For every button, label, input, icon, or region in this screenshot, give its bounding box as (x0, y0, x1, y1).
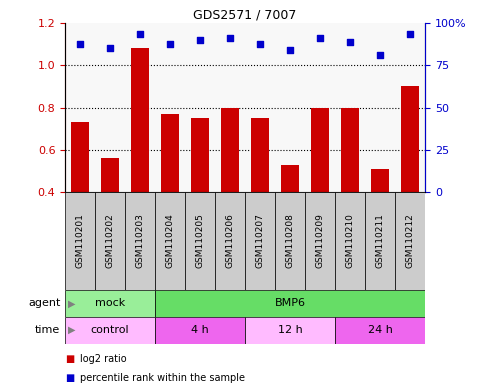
Text: GSM110209: GSM110209 (315, 214, 325, 268)
Bar (335, 192, 365, 290)
Bar (341, 108, 359, 192)
Point (226, 35, 234, 41)
Text: agent: agent (28, 298, 60, 308)
Bar (311, 108, 329, 192)
Bar (245, 192, 275, 290)
Bar (161, 114, 179, 192)
Bar (155, 192, 185, 290)
Text: ▶: ▶ (68, 325, 75, 335)
Bar (251, 118, 269, 192)
Bar (245, 317, 335, 344)
Bar (155, 290, 425, 317)
Text: GSM110210: GSM110210 (345, 214, 355, 268)
Bar (65, 192, 95, 290)
Text: GSM110204: GSM110204 (166, 214, 175, 268)
Point (196, 37, 204, 43)
Text: GSM110201: GSM110201 (76, 214, 85, 268)
Bar (395, 192, 425, 290)
Point (136, 31, 144, 37)
Text: ■: ■ (65, 373, 74, 383)
Point (286, 47, 294, 53)
Text: 24 h: 24 h (368, 325, 393, 335)
Title: GDS2571 / 7007: GDS2571 / 7007 (193, 9, 297, 22)
Point (256, 41, 264, 47)
Point (106, 45, 114, 51)
Point (376, 52, 384, 58)
Text: 12 h: 12 h (278, 325, 302, 335)
Point (166, 41, 174, 47)
Text: GSM110202: GSM110202 (106, 214, 114, 268)
Bar (101, 158, 119, 192)
Bar (65, 290, 155, 317)
Point (316, 35, 324, 41)
Bar (281, 165, 299, 192)
Bar (335, 317, 425, 344)
Text: ■: ■ (65, 354, 74, 364)
Bar (401, 86, 419, 192)
Text: GSM110205: GSM110205 (196, 214, 205, 268)
Text: GSM110203: GSM110203 (136, 214, 145, 268)
Text: time: time (35, 325, 60, 335)
Bar (371, 169, 389, 192)
Text: ▶: ▶ (68, 298, 75, 308)
Text: mock: mock (95, 298, 125, 308)
Bar (71, 122, 89, 192)
Text: GSM110206: GSM110206 (226, 214, 235, 268)
Bar (185, 192, 215, 290)
Text: BMP6: BMP6 (275, 298, 306, 308)
Bar (131, 48, 149, 192)
Text: GSM110207: GSM110207 (256, 214, 265, 268)
Text: log2 ratio: log2 ratio (80, 354, 127, 364)
Bar (95, 192, 125, 290)
Text: GSM110211: GSM110211 (376, 214, 384, 268)
Bar (191, 118, 209, 192)
Bar (275, 192, 305, 290)
Bar (155, 317, 245, 344)
Bar (65, 317, 155, 344)
Point (406, 31, 414, 37)
Point (346, 39, 354, 45)
Text: control: control (91, 325, 129, 335)
Bar (215, 192, 245, 290)
Bar (365, 192, 395, 290)
Text: 4 h: 4 h (191, 325, 209, 335)
Text: GSM110208: GSM110208 (285, 214, 295, 268)
Bar (125, 192, 155, 290)
Point (76, 41, 84, 47)
Text: GSM110212: GSM110212 (406, 214, 414, 268)
Bar (305, 192, 335, 290)
Text: percentile rank within the sample: percentile rank within the sample (80, 373, 245, 383)
Bar (221, 108, 239, 192)
